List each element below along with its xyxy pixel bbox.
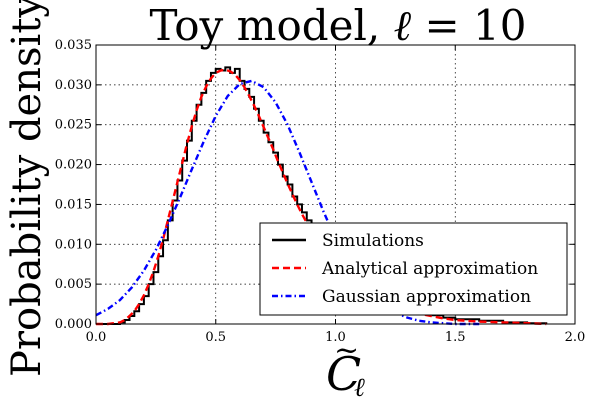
x-tick-label: 2.0 bbox=[565, 330, 586, 345]
y-tick-label: 0.000 bbox=[55, 317, 92, 332]
y-tick-label: 0.005 bbox=[55, 277, 92, 292]
series-line-analytical-approximation bbox=[96, 68, 547, 326]
y-tick-label: 0.010 bbox=[55, 237, 92, 252]
legend-label: Simulations bbox=[322, 231, 424, 251]
legend-box bbox=[259, 222, 568, 316]
y-tick-label: 0.015 bbox=[55, 197, 92, 212]
legend-label: Gaussian approximation bbox=[322, 287, 531, 307]
svg-text:C: C bbox=[326, 347, 361, 400]
svg-text:~: ~ bbox=[334, 333, 359, 368]
x-tick-label: 0.5 bbox=[205, 330, 226, 345]
x-tick-label: 0.0 bbox=[86, 330, 107, 345]
legend-label: Analytical approximation bbox=[321, 259, 538, 279]
series-line-gaussian-approximation bbox=[95, 79, 480, 326]
x-axis-label: C ~ ℓ bbox=[326, 333, 365, 400]
y-tick-label: 0.030 bbox=[55, 78, 92, 93]
y-tick-label: 0.035 bbox=[55, 38, 92, 53]
svg-text:ℓ: ℓ bbox=[354, 373, 365, 400]
plot-frame bbox=[95, 44, 576, 325]
x-tick-label: 1.5 bbox=[445, 330, 466, 345]
legend: Simulations Analytical approximation Gauss… bbox=[259, 222, 568, 316]
y-axis-label: Probability density bbox=[4, 0, 50, 377]
y-tick-label: 0.020 bbox=[55, 158, 92, 173]
x-tick-label: 1.0 bbox=[325, 330, 346, 345]
y-tick-label: 0.025 bbox=[55, 118, 92, 133]
chart-title: Toy model, ℓ = 10 bbox=[150, 1, 527, 50]
axis-ticks: 0.0 0.5 1.0 1.5 2.0 0.000 0.005 0.010 0.015 0.020… bbox=[55, 38, 586, 345]
